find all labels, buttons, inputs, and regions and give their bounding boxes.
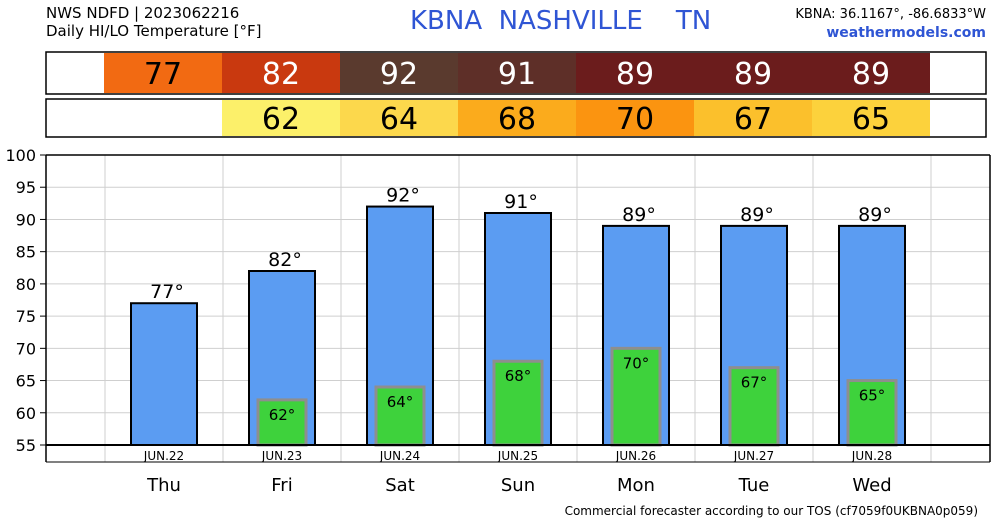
- hi-bar-label: 89°: [622, 204, 656, 226]
- hi-row-value: 89: [616, 57, 654, 92]
- lo-bar-label: 67°: [741, 374, 768, 392]
- chart-title: Daily HI/LO Temperature [°F]: [46, 22, 262, 40]
- lo-row-value: 70: [616, 102, 654, 137]
- lo-row-value: 65: [852, 102, 890, 137]
- hi-row-cell: [694, 53, 812, 93]
- lo-bar-label: 70°: [623, 354, 650, 372]
- lo-row-cell: [458, 100, 576, 136]
- lo-bar: [492, 359, 544, 447]
- station-coords: KBNA: 36.1167°, -86.6833°W: [795, 7, 986, 22]
- hi-row-value: 91: [498, 57, 536, 92]
- hi-row-cell: [104, 53, 222, 93]
- x-day-label: Tue: [738, 475, 770, 496]
- x-date-label: JUN.28: [851, 449, 892, 463]
- y-tick-label: 95: [16, 178, 36, 197]
- hi-bar-label: 92°: [386, 185, 420, 207]
- y-tick-label: 55: [16, 436, 36, 455]
- header-right: KBNA: 36.1167°, -86.6833°W weathermodels…: [795, 6, 986, 42]
- x-date-label: JUN.24: [379, 449, 420, 463]
- x-day-label: Mon: [617, 475, 655, 496]
- x-day-label: Wed: [852, 475, 891, 496]
- lo-bar: [846, 379, 898, 447]
- footer-note: Commercial forecaster according to our T…: [564, 504, 978, 518]
- lo-row-value: 67: [734, 102, 772, 137]
- y-tick-label: 80: [16, 275, 36, 294]
- hi-bar-label: 82°: [268, 249, 302, 271]
- lo-bar-label: 68°: [505, 367, 532, 385]
- x-day-label: Fri: [271, 475, 292, 496]
- y-tick-label: 75: [16, 307, 36, 326]
- x-date-label: JUN.25: [497, 449, 538, 463]
- lo-row-cell: [812, 100, 930, 136]
- site-link[interactable]: weathermodels.com: [826, 25, 986, 41]
- y-tick-label: 90: [16, 210, 36, 229]
- hi-bar-label: 77°: [150, 281, 184, 303]
- y-tick-label: 85: [16, 243, 36, 262]
- hi-row-cell: [340, 53, 458, 93]
- hi-row-cell: [222, 53, 340, 93]
- x-date-label: JUN.22: [143, 449, 184, 463]
- hi-row-value: 89: [734, 57, 772, 92]
- lo-row-cell: [104, 100, 222, 136]
- x-day-label: Thu: [146, 475, 181, 496]
- lo-bar: [728, 366, 780, 447]
- lo-row-value: 64: [380, 102, 418, 137]
- hi-row-cell: [458, 53, 576, 93]
- y-tick-label: 65: [16, 372, 36, 391]
- y-tick-label: 60: [16, 404, 36, 423]
- x-date-label: JUN.23: [261, 449, 302, 463]
- hi-row-value: 89: [852, 57, 890, 92]
- lo-row-value: 68: [498, 102, 536, 137]
- lo-bar: [610, 346, 662, 447]
- hi-bar-label: 89°: [858, 204, 892, 226]
- hi-bar-label: 89°: [740, 204, 774, 226]
- x-date-label: JUN.27: [733, 449, 774, 463]
- lo-row-cell: [222, 100, 340, 136]
- x-date-label: JUN.26: [615, 449, 656, 463]
- hi-row-value: 92: [380, 57, 418, 92]
- hi-row-cell: [812, 53, 930, 93]
- hi-bar: [130, 302, 198, 446]
- lo-bar-label: 65°: [859, 387, 886, 405]
- lo-row-cell: [576, 100, 694, 136]
- x-day-label: Sun: [501, 475, 535, 496]
- lo-bar-label: 62°: [269, 406, 296, 424]
- model-run-label: NWS NDFD | 2023062216: [46, 4, 240, 22]
- hi-row-value: 82: [262, 57, 300, 92]
- x-day-label: Sat: [385, 475, 415, 496]
- lo-row-cell: [340, 100, 458, 136]
- lo-row-value: 62: [262, 102, 300, 137]
- y-tick-label: 70: [16, 339, 36, 358]
- y-tick-label: 100: [5, 146, 36, 165]
- lo-bar-label: 64°: [387, 393, 414, 411]
- hi-bar-label: 91°: [504, 191, 538, 213]
- lo-row-cell: [694, 100, 812, 136]
- station-title: KBNA NASHVILLE TN: [410, 6, 712, 36]
- hi-row-cell: [576, 53, 694, 93]
- header-info: NWS NDFD | 2023062216 Daily HI/LO Temper…: [46, 4, 262, 40]
- hi-row-value: 77: [144, 57, 182, 92]
